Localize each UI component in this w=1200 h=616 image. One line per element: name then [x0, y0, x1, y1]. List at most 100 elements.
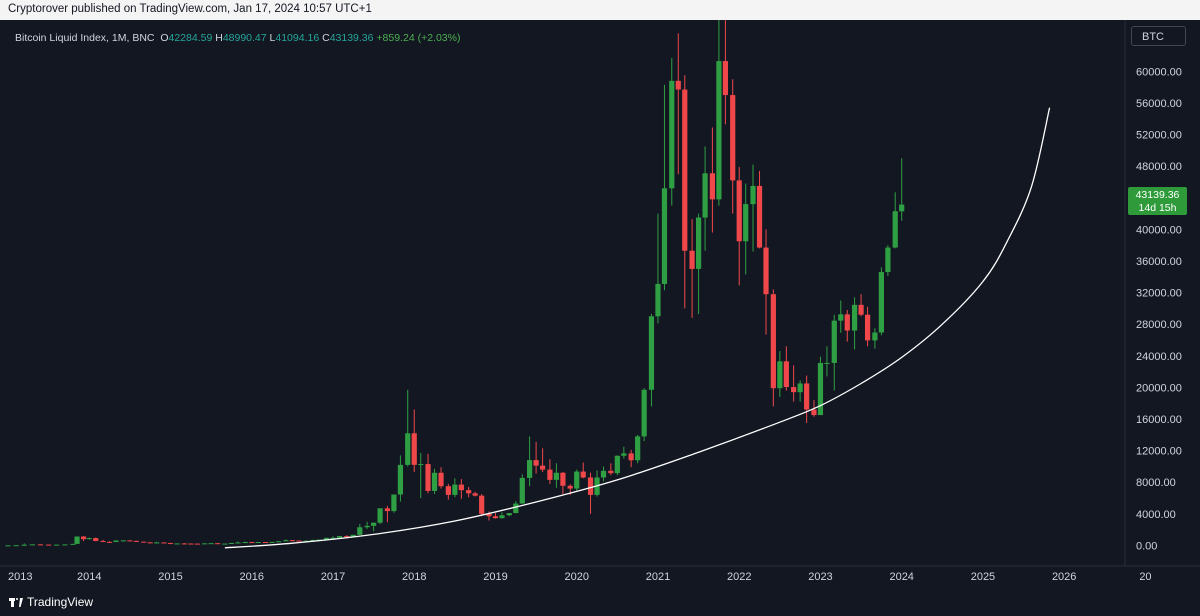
footer — [0, 592, 1200, 616]
candle-body — [756, 185, 763, 248]
candle-body — [405, 433, 411, 465]
candle-body — [344, 536, 350, 538]
candle-body — [215, 543, 221, 545]
time-tick-label: 2026 — [1052, 571, 1076, 583]
candle-body — [21, 544, 27, 546]
candle-body — [567, 485, 573, 489]
candle-body — [5, 545, 11, 547]
candle-body — [13, 545, 19, 547]
candle-body — [364, 525, 370, 528]
candle-body — [289, 540, 295, 542]
candle-body — [37, 544, 44, 546]
candle-body — [695, 217, 702, 269]
candle-body — [228, 542, 235, 544]
candle-body — [452, 484, 458, 495]
candle-body — [635, 436, 641, 461]
candle-body — [539, 465, 546, 470]
candle-body — [310, 539, 316, 541]
price-tick-label: 4000.00 — [1136, 509, 1176, 521]
candle-body — [641, 389, 647, 437]
candle-body — [648, 316, 655, 390]
bar-countdown: 14d 15h — [1138, 201, 1177, 214]
last-price-tag: 43139.36 14d 15h — [1128, 187, 1187, 215]
time-tick-label: 2020 — [564, 571, 588, 583]
candle-body — [730, 95, 736, 181]
candle-body — [553, 472, 560, 480]
candle-body — [716, 61, 722, 200]
candlestick-chart[interactable]: 60000.0056000.0052000.0048000.0044000.00… — [0, 20, 1200, 616]
candle-body — [100, 541, 106, 543]
candle-body — [120, 540, 126, 542]
candle-body — [106, 541, 113, 543]
time-axis[interactable]: 2013 2014 2015 2016 2017 2018 2019 2020 2021 2022… — [8, 571, 1152, 583]
candle-body — [242, 542, 248, 544]
open-label: O — [160, 32, 169, 44]
candle-body — [675, 80, 681, 90]
candle-body — [127, 540, 133, 542]
candle-body — [831, 320, 837, 363]
candle-body — [682, 89, 688, 251]
symbol-button[interactable]: BTC — [1131, 26, 1186, 46]
candle-body — [763, 247, 769, 295]
candle-body — [336, 536, 343, 538]
time-tick-label: 2021 — [646, 571, 670, 583]
candle-body — [93, 538, 99, 542]
candle-body — [872, 332, 878, 341]
candle-body — [574, 471, 580, 489]
candle-body — [54, 544, 60, 546]
legend-title: Bitcoin Liquid Index, 1M, BNC — [15, 32, 155, 44]
candle-body — [736, 180, 742, 242]
candle-body — [722, 61, 729, 96]
ohlc-legend: Bitcoin Liquid Index, 1M, BNC O42284.59 … — [15, 32, 460, 44]
price-tick-label: 12000.00 — [1136, 446, 1182, 458]
candle-body — [661, 188, 668, 284]
candle-body — [357, 527, 363, 535]
candle-body — [235, 542, 241, 544]
candle-body — [222, 543, 228, 545]
price-tick-label: 60000.00 — [1136, 66, 1182, 78]
candle-body — [655, 283, 661, 317]
time-tick-label: 2013 — [8, 571, 32, 583]
candle-body — [425, 464, 431, 491]
tradingview-logo[interactable]: TradingView — [9, 595, 93, 609]
price-tick-label: 16000.00 — [1136, 414, 1182, 426]
time-tick-label: 2017 — [321, 571, 345, 583]
candle-body — [797, 383, 803, 393]
candle-body — [208, 543, 214, 545]
candle-body — [486, 513, 492, 517]
candle-body — [458, 484, 464, 491]
time-tick-label: 2019 — [483, 571, 507, 583]
candle-body — [431, 472, 438, 491]
candle-body — [147, 542, 153, 544]
price-tick-label: 40000.00 — [1136, 224, 1182, 236]
candle-body — [824, 362, 830, 364]
candle-body — [62, 544, 68, 546]
footer-brand: TradingView — [27, 595, 94, 609]
open-value: 42284.59 — [168, 32, 213, 44]
candle-body — [141, 541, 147, 543]
candle-body — [885, 247, 891, 273]
candle-body — [587, 477, 594, 495]
publish-bar: Cryptorover published on TradingView.com… — [0, 0, 1200, 20]
candle-body — [702, 173, 708, 218]
change-value: +859.24 (+2.03%) — [376, 32, 461, 44]
candle-body — [161, 542, 167, 544]
last-price: 43139.36 — [1135, 189, 1180, 201]
candle-body — [513, 503, 519, 514]
time-tick-label: 2022 — [727, 571, 751, 583]
candle-body — [709, 173, 716, 200]
price-tick-label: 56000.00 — [1136, 98, 1182, 110]
candle-body — [350, 534, 356, 537]
candle-body — [472, 493, 478, 496]
candle-body — [283, 540, 289, 542]
support-curve — [224, 107, 1051, 549]
candle-body — [506, 513, 512, 516]
candle-body — [269, 541, 275, 543]
candle-body — [533, 460, 539, 466]
candle-body — [438, 472, 444, 487]
time-tick-label: 2023 — [808, 571, 832, 583]
candle-body — [560, 472, 566, 486]
candle-body — [411, 433, 417, 465]
time-tick-label: 2024 — [889, 571, 913, 583]
candle-body — [303, 540, 309, 542]
